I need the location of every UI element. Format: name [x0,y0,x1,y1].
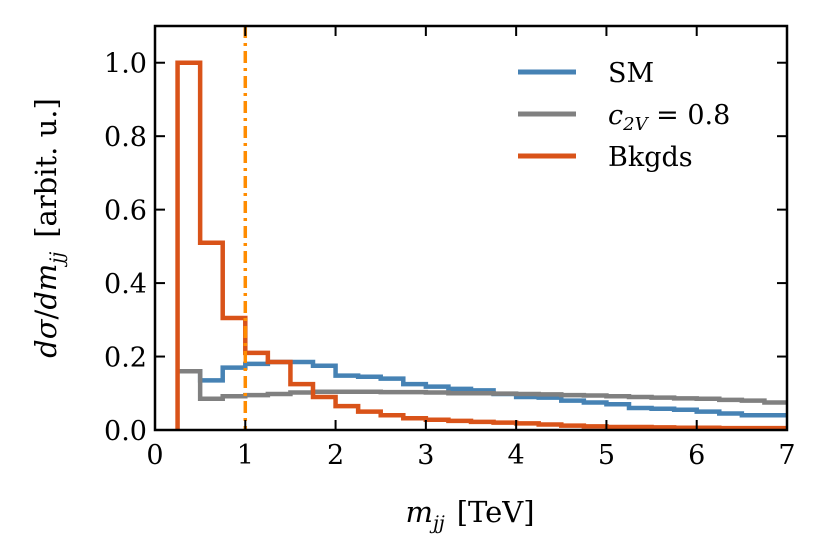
x-tick-label: 3 [417,440,434,471]
legend-label-c2v: c2V = 0.8 [608,100,730,135]
x-label-unit: [TeV] [457,495,535,529]
series-line-bkgds [175,60,787,430]
x-label-var: m [405,495,433,529]
legend: SM c2V = 0.8 Bkgds [518,58,730,173]
y-tick-label: 0.2 [104,343,147,374]
y-tick-label: 0.6 [104,196,147,227]
legend-label-sm: SM [608,58,654,89]
y-tick-label: 0.4 [104,269,147,300]
x-axis-label: mjj [TeV] [405,495,534,534]
y-label-num: dσ [29,318,63,358]
x-tick-label: 6 [688,440,705,471]
y-label-slash: / [29,309,63,319]
legend-c2v-var: c [608,100,623,131]
x-tick-label: 5 [598,440,615,471]
y-axis-label: dσ/dmjj [arbit. u.] [29,98,68,358]
legend-c2v-rest: = 0.8 [648,100,731,131]
y-label-sub: jj [46,252,68,268]
y-tick-label: 0.0 [104,416,147,447]
series-layer [175,60,787,430]
y-label-unit: [arbit. u.] [29,98,63,238]
series-line-c2v [177,368,787,405]
y-label-den: dm [29,264,63,310]
series-line-sm [177,359,787,418]
legend-c2v-sub: 2V [622,114,649,135]
x-tick-label: 0 [146,440,163,471]
y-tick-label: 1.0 [104,49,147,80]
tick-layer: 0 1 2 3 4 5 6 7 0.0 0.2 0.4 0.6 0.8 1.0 [104,26,796,471]
x-label-sub: jj [429,512,445,534]
legend-label-bkgds: Bkgds [608,142,693,173]
plot-frame [153,24,789,432]
x-tick-label: 2 [327,440,344,471]
y-tick-label: 0.8 [104,122,147,153]
x-tick-label: 7 [778,440,795,471]
x-tick-label: 4 [508,440,525,471]
x-tick-label: 1 [237,440,254,471]
